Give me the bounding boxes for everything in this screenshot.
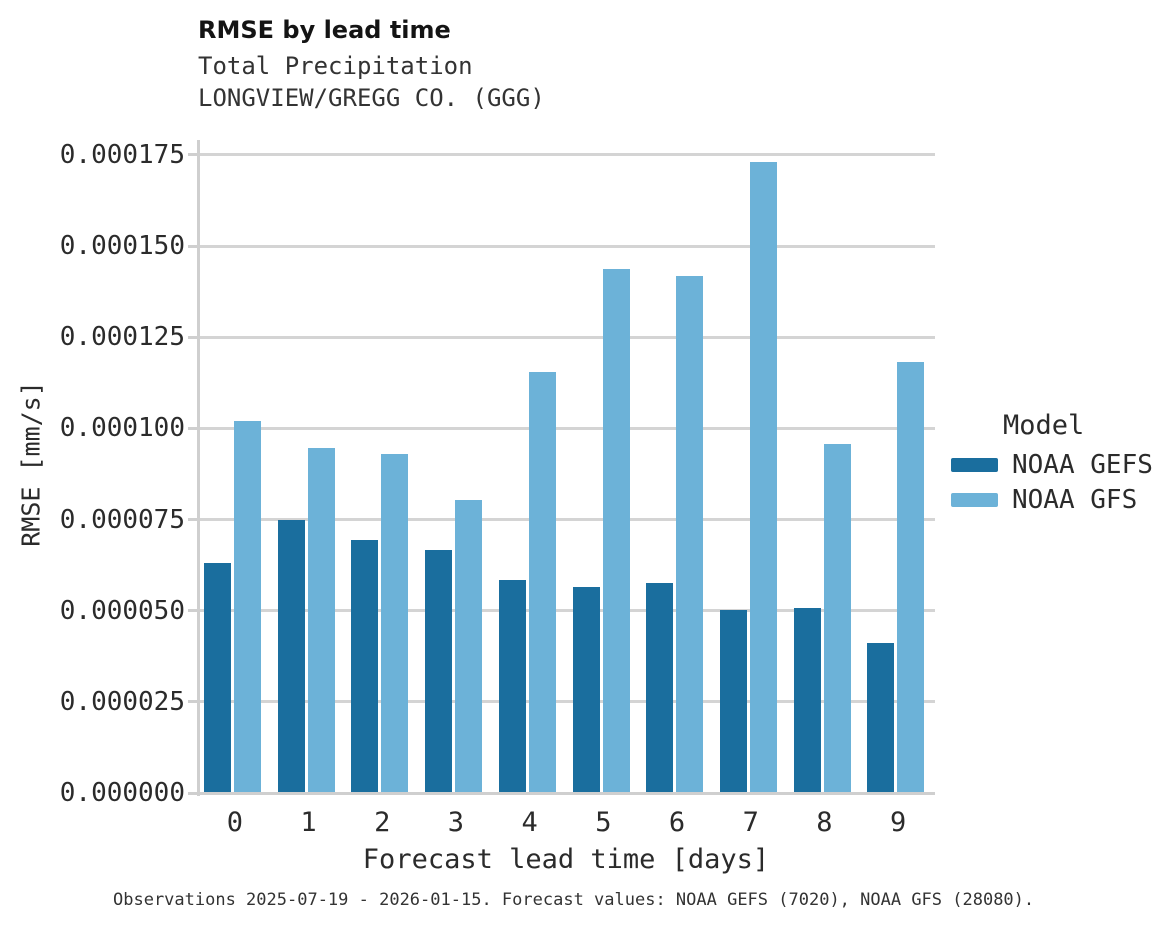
bar-noaa-gfs — [676, 276, 704, 793]
bar-noaa-gefs — [425, 550, 453, 793]
x-tick-label: 7 — [742, 807, 759, 838]
legend-item: NOAA GEFS — [945, 450, 1170, 480]
x-tick-label: 9 — [890, 807, 907, 838]
bar-noaa-gefs — [719, 609, 747, 793]
y-tick-mark — [188, 426, 198, 430]
legend-swatch — [951, 458, 998, 472]
y-axis-title: RMSE [mm/s] — [16, 381, 46, 547]
legend-item: NOAA GFS — [945, 485, 1170, 515]
legend-label: NOAA GFS — [1012, 485, 1138, 515]
x-tick-label: 6 — [668, 807, 686, 838]
y-gridline — [198, 518, 935, 522]
bar-noaa-gfs — [602, 268, 630, 793]
bar-noaa-gefs — [867, 642, 895, 793]
bar-noaa-gfs — [823, 443, 851, 793]
y-tick-label: 0.000050 — [59, 595, 185, 626]
legend-swatch — [951, 493, 998, 507]
x-tick-label: 2 — [374, 807, 391, 838]
x-axis-title: Forecast lead time [days] — [362, 844, 770, 875]
legend-items: NOAA GEFS NOAA GFS — [945, 450, 1170, 515]
y-tick-mark — [188, 153, 198, 157]
bar-noaa-gfs — [307, 447, 335, 793]
y-tick-label: 0.000075 — [59, 504, 185, 535]
y-gridline — [198, 153, 935, 157]
legend-label: NOAA GEFS — [1012, 450, 1153, 480]
y-axis-spine — [197, 140, 200, 796]
y-tick-mark — [188, 518, 198, 522]
bar-noaa-gefs — [204, 562, 231, 793]
y-tick-label: 0.000175 — [59, 139, 185, 170]
x-tick-label: 0 — [226, 807, 243, 838]
y-tick-mark — [188, 700, 198, 704]
y-tick-label: 0.000125 — [59, 322, 185, 353]
y-tick-label: 0.000150 — [59, 231, 185, 262]
chart-title: RMSE by lead time — [198, 16, 451, 44]
x-tick-label: 1 — [300, 807, 317, 838]
bar-noaa-gefs — [351, 539, 379, 793]
y-tick-mark — [188, 335, 198, 339]
y-tick-label: 0.000025 — [59, 686, 185, 717]
x-tick-label: 8 — [816, 807, 833, 838]
bar-noaa-gefs — [572, 587, 600, 793]
bar-noaa-gfs — [381, 454, 409, 793]
caption: Observations 2025-07-19 - 2026-01-15. Fo… — [113, 890, 1035, 910]
chart-subtitle-line1: Total Precipitation — [198, 52, 473, 80]
y-tick-mark — [188, 791, 198, 795]
bar-noaa-gefs — [277, 520, 305, 793]
y-tick-mark — [188, 244, 198, 248]
bar-noaa-gefs — [498, 580, 526, 793]
bar-noaa-gefs — [793, 608, 821, 793]
bar-noaa-gfs — [528, 371, 556, 793]
bar-noaa-gfs — [749, 162, 777, 793]
bar-noaa-gefs — [646, 582, 674, 793]
legend-title: Model — [1003, 410, 1085, 441]
bar-noaa-gfs — [897, 361, 925, 793]
x-tick-label: 3 — [447, 807, 465, 838]
chart-subtitle-line2: LONGVIEW/GREGG CO. (GGG) — [198, 84, 545, 112]
y-gridline — [198, 700, 935, 704]
x-tick-label: 5 — [595, 807, 612, 838]
y-gridline — [198, 426, 935, 430]
x-axis-spine — [195, 792, 935, 795]
x-tick-label: 4 — [521, 807, 538, 838]
bar-noaa-gfs — [455, 499, 483, 793]
y-gridline — [198, 335, 935, 339]
legend: Model NOAA GEFS NOAA GFS — [945, 410, 1170, 515]
y-tick-label: 0.000100 — [59, 413, 185, 444]
y-tick-label: 0.000000 — [59, 778, 185, 808]
y-gridline — [198, 609, 935, 613]
y-tick-mark — [188, 609, 198, 613]
bar-noaa-gfs — [234, 421, 261, 793]
y-gridline — [198, 244, 935, 248]
